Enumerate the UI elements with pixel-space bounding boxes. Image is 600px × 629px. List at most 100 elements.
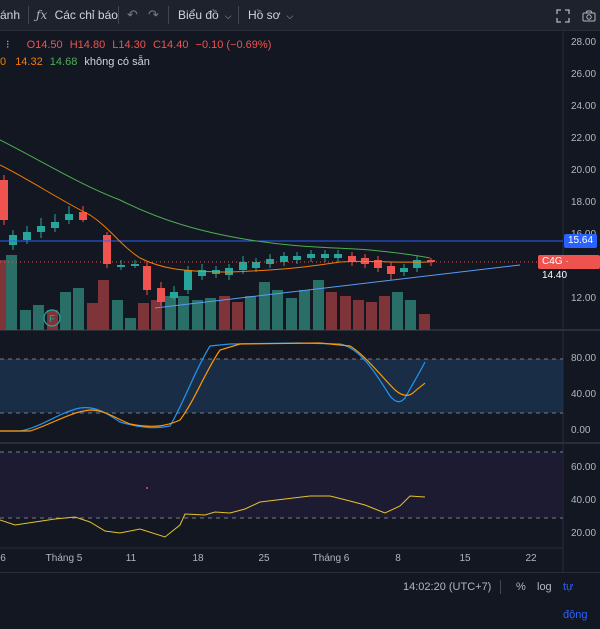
stoch-axis-tick: 0.00 — [571, 425, 591, 436]
candle — [143, 266, 151, 290]
volume-bar — [392, 292, 403, 330]
volume-bar — [326, 292, 337, 330]
stoch-axis-tick: 80.00 — [571, 353, 597, 364]
candle — [413, 260, 421, 268]
profile-menu-label: Hồ sơ — [248, 8, 281, 22]
volume-bar — [165, 296, 176, 330]
candle — [170, 292, 178, 298]
candle — [307, 254, 315, 258]
stoch-band — [0, 359, 563, 413]
time-axis-label: 6 — [0, 553, 6, 564]
chart-canvas[interactable]: F — [0, 0, 600, 572]
candle — [427, 260, 435, 262]
volume-bar — [205, 298, 216, 330]
candle — [23, 232, 31, 240]
candle — [334, 254, 342, 258]
trend-line[interactable] — [154, 264, 521, 309]
volume-bar — [366, 302, 377, 330]
candle — [374, 260, 382, 268]
volume-bar — [0, 260, 11, 330]
toolbar-divider — [238, 6, 239, 24]
top-toolbar: ánh ƒx Các chỉ báo ↶ ↷ Biểu đồ ⌵ Hồ sơ ⌵ — [0, 0, 600, 31]
legend-change: −0.10 (−0.69%) — [195, 39, 272, 51]
event-marker-label: F — [49, 314, 55, 325]
volume-bar — [151, 300, 162, 330]
volume-bar — [73, 288, 84, 330]
chevron-down-icon: ⌵ — [224, 11, 232, 21]
indicators-button[interactable]: ƒx Các chỉ báo — [36, 0, 118, 30]
legend-close: C14.40 — [152, 39, 189, 51]
candle — [103, 235, 111, 264]
time-axis-label: 18 — [192, 553, 204, 564]
volume-bar — [219, 296, 230, 330]
undo-arrow-icon[interactable]: ↶ — [127, 7, 138, 22]
clock[interactable]: 14:02:20 (UTC+7) — [403, 581, 492, 593]
time-axis-label: 11 — [125, 553, 137, 564]
rsi-band — [0, 452, 563, 518]
compare-button[interactable]: ánh — [0, 8, 21, 22]
volume-bar — [259, 282, 270, 330]
candle — [280, 256, 288, 262]
candle — [321, 254, 329, 258]
percent-toggle[interactable]: % — [516, 581, 526, 593]
log-toggle[interactable]: log — [537, 581, 552, 593]
candle — [79, 212, 87, 220]
rsi-dot — [146, 487, 148, 489]
profile-menu-button[interactable]: Hồ sơ ⌵ — [248, 0, 293, 30]
volume-bar — [60, 292, 71, 330]
candle — [252, 262, 260, 268]
volume-bar — [47, 310, 58, 330]
legend-high: H14.80 — [69, 39, 106, 51]
volume-bar — [353, 300, 364, 330]
ma-long-line — [0, 139, 431, 259]
candle — [51, 222, 59, 228]
ma-short-line — [0, 164, 431, 273]
ma-legend: 0 14.32 14.68 không có sẵn — [0, 56, 150, 68]
candle — [400, 268, 408, 272]
time-axis-label: 25 — [258, 553, 270, 564]
volume-bar — [138, 303, 149, 330]
candle — [293, 256, 301, 260]
event-marker[interactable] — [43, 309, 61, 327]
candle — [65, 214, 73, 220]
chart-menu-label: Biểu đồ — [178, 8, 219, 22]
symbol-dot[interactable]: ⁝ — [6, 39, 10, 51]
fx-icon: ƒx — [36, 8, 48, 22]
price-axis-tick: 18.00 — [571, 197, 597, 208]
auto-scale-toggle[interactable]: tự động — [563, 581, 588, 621]
volume-bar — [98, 280, 109, 330]
fullscreen-icon[interactable] — [556, 0, 570, 30]
price-axis-tick: 26.00 — [571, 69, 597, 80]
toolbar-divider — [28, 6, 29, 24]
legend-open: O14.50 — [26, 39, 63, 51]
candle — [9, 235, 17, 245]
candle — [0, 180, 8, 220]
candle — [117, 265, 125, 267]
volume-bar — [20, 310, 31, 330]
volume-bar — [192, 300, 203, 330]
stoch-k-line — [0, 342, 426, 432]
volume-bar — [419, 314, 430, 330]
candle — [387, 266, 395, 274]
volume-bar — [405, 300, 416, 330]
price-axis-tick: 20.00 — [571, 165, 597, 176]
camera-icon[interactable] — [582, 0, 596, 30]
legend-low: L14.30 — [112, 39, 146, 51]
toolbar-divider — [168, 6, 169, 24]
time-axis-label: 22 — [525, 553, 537, 564]
chart-menu-button[interactable]: Biểu đồ ⌵ — [178, 0, 232, 30]
toolbar-divider — [118, 6, 119, 24]
candle — [131, 264, 139, 266]
redo-arrow-icon[interactable]: ↷ — [148, 7, 159, 22]
candle — [198, 270, 206, 276]
stoch-d-line — [0, 342, 426, 432]
volume-bar — [87, 303, 98, 330]
rsi-axis-tick: 20.00 — [571, 528, 597, 539]
ma-legend-prefix: 0 — [0, 56, 7, 68]
price-axis-tick: 28.00 — [571, 37, 597, 48]
symbol-price-label: C4G · 14.40 — [538, 255, 600, 281]
candle — [266, 259, 274, 264]
time-axis-label: Tháng 5 — [45, 553, 83, 564]
time-axis-label: 15 — [459, 553, 471, 564]
volume-bars — [0, 255, 430, 330]
